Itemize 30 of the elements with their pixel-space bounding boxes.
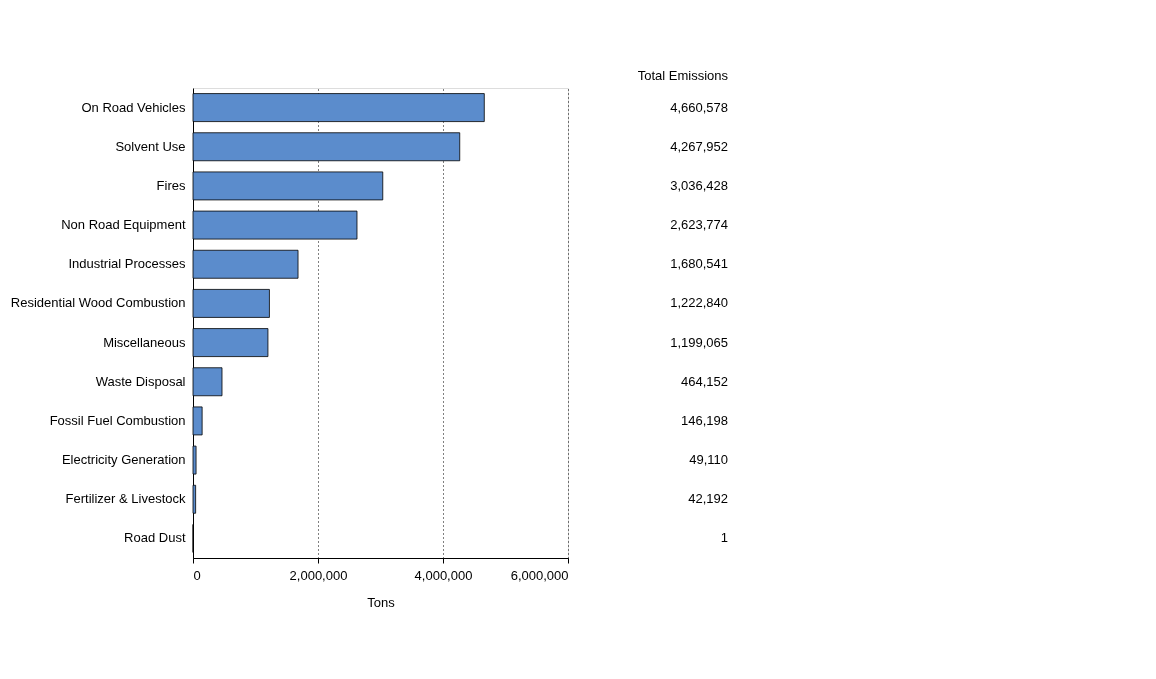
data-label: 2,623,774 <box>670 217 728 233</box>
data-label: 1,680,541 <box>670 256 728 272</box>
y-tick-label: On Road Vehicles <box>81 99 186 115</box>
y-tick-label: Solvent Use <box>115 138 186 154</box>
y-tick-label: Electricity Generation <box>61 452 186 468</box>
data-label: 1 <box>720 530 728 546</box>
x-tick-label: 2,000,000 <box>289 567 348 583</box>
x-axis-title: Tons <box>367 594 396 610</box>
x-tick-label: 6,000,000 <box>510 567 569 583</box>
y-tick-label: Miscellaneous <box>103 334 186 350</box>
text: Total Emissions <box>637 68 729 83</box>
x-tick-label: 0 <box>193 567 201 583</box>
y-tick-label: Waste Disposal <box>95 373 186 389</box>
y-tick-label: Road Dust <box>124 530 186 546</box>
data-label: 1,222,840 <box>670 295 728 311</box>
data-label: 49,110 <box>689 452 728 468</box>
y-tick-label: Fires <box>156 177 186 193</box>
data-label: 4,267,952 <box>670 138 728 154</box>
y-tick-label: Residential Wood Combustion <box>10 295 186 311</box>
y-tick-label: Industrial Processes <box>68 256 186 272</box>
data-label: 146,198 <box>681 412 728 428</box>
data-label: 4,660,578 <box>670 99 728 115</box>
y-tick-label: Non Road Equipment <box>61 217 186 233</box>
data-label: 1,199,065 <box>670 334 728 350</box>
x-tick-label: 4,000,000 <box>414 567 473 583</box>
data-label: 42,192 <box>688 491 728 507</box>
data-label: 464,152 <box>681 373 728 389</box>
data-label: 3,036,428 <box>670 177 728 193</box>
y-tick-label: Fertilizer & Livestock <box>65 491 186 507</box>
y-tick-label: Fossil Fuel Combustion <box>49 412 186 428</box>
